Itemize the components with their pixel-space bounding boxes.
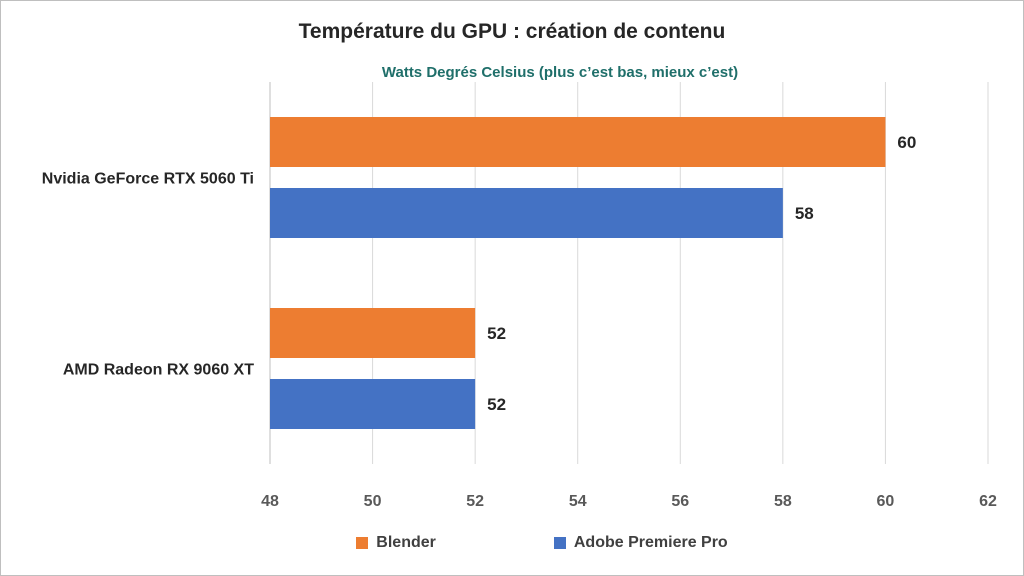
x-tick-label: 54 [569, 493, 587, 510]
data-label: 58 [795, 204, 814, 223]
legend-swatch-blender [356, 537, 369, 549]
legend-swatch-premiere [553, 537, 566, 549]
x-tick-label: 56 [671, 493, 689, 510]
legend-item-premiere: Adobe Premiere Pro [553, 534, 728, 552]
bar [270, 188, 783, 238]
bar [270, 117, 886, 167]
x-tick-label: 60 [877, 493, 895, 510]
x-tick-label: 50 [364, 493, 382, 510]
legend-item-blender: Blender [356, 534, 436, 552]
data-label: 52 [487, 324, 506, 343]
x-tick-label: 62 [979, 493, 997, 510]
legend: Blender Adobe Premiere Pro [0, 534, 1024, 552]
chart-subtitle: Watts Degrés Celsius (plus c’est bas, mi… [381, 64, 739, 81]
legend-label-premiere: Adobe Premiere Pro [573, 534, 728, 551]
x-tick-label: 52 [466, 493, 484, 510]
legend-label-blender: Blender [376, 534, 436, 551]
data-label: 52 [487, 395, 506, 414]
x-tick-label: 48 [261, 493, 279, 510]
category-label: AMD Radeon RX 9060 XT [63, 362, 254, 379]
x-tick-label: 58 [774, 493, 792, 510]
data-label: 60 [897, 133, 916, 152]
bar [270, 379, 476, 429]
bar [270, 308, 476, 358]
chart-title: Température du GPU : création de contenu [298, 20, 726, 43]
category-label: Nvidia GeForce RTX 5060 Ti [42, 171, 254, 188]
